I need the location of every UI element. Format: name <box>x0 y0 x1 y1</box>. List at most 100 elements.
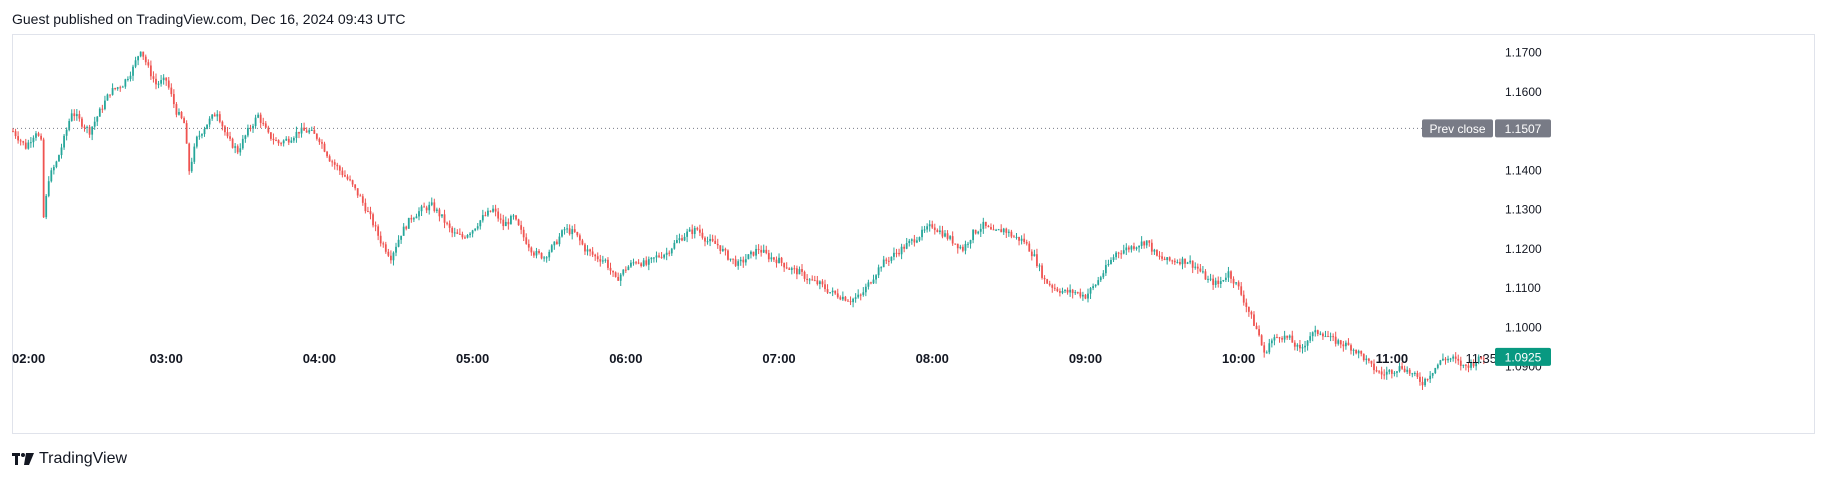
candle <box>354 184 357 191</box>
candle <box>778 253 780 264</box>
candle <box>213 112 216 117</box>
candle <box>78 110 81 122</box>
candle <box>1444 357 1447 365</box>
candle <box>1117 251 1120 259</box>
candle <box>849 296 852 306</box>
candle <box>803 270 806 282</box>
candle <box>369 206 372 220</box>
candle <box>1426 378 1429 382</box>
candle <box>127 76 129 82</box>
candle <box>946 230 949 241</box>
x-tick-label: 06:00 <box>609 351 642 366</box>
candle <box>1390 369 1393 379</box>
candle <box>630 260 632 268</box>
candle <box>1107 259 1110 267</box>
candle <box>1161 252 1163 262</box>
candle <box>104 95 106 111</box>
candle <box>420 204 423 217</box>
candle <box>1360 350 1363 357</box>
candle <box>1459 356 1462 371</box>
candle <box>400 235 403 244</box>
candle <box>458 228 461 235</box>
candle <box>1064 289 1066 293</box>
candle <box>487 207 489 217</box>
candle <box>589 248 591 257</box>
candle <box>895 248 898 258</box>
candle <box>1219 276 1222 288</box>
candle <box>119 85 122 92</box>
candle <box>839 295 842 301</box>
candle <box>165 77 168 86</box>
candle <box>469 232 471 238</box>
candle <box>913 234 916 247</box>
candle <box>1007 229 1010 237</box>
candle <box>796 265 798 280</box>
candle <box>333 159 336 170</box>
candle <box>665 247 668 261</box>
candle <box>1311 331 1314 342</box>
candle <box>1283 330 1286 343</box>
candle <box>1462 364 1465 369</box>
candle <box>691 224 694 239</box>
tradingview-footer[interactable]: TradingView <box>12 450 127 468</box>
candle <box>594 253 597 261</box>
candle <box>58 154 60 162</box>
candle <box>384 241 387 254</box>
candle <box>63 134 65 150</box>
candle <box>280 141 283 147</box>
candle <box>668 250 671 257</box>
candle <box>264 121 267 129</box>
candle <box>762 244 765 254</box>
candle <box>193 143 196 164</box>
candle <box>841 291 844 301</box>
candle <box>1041 263 1043 280</box>
candle <box>704 236 706 247</box>
candle <box>1202 266 1204 274</box>
candle <box>98 107 101 117</box>
candle <box>982 217 985 234</box>
candle <box>701 228 704 240</box>
candle <box>249 124 252 132</box>
candle <box>1166 257 1169 265</box>
candle <box>818 280 821 290</box>
candle <box>1059 288 1061 297</box>
candle <box>474 228 477 232</box>
candle <box>344 170 346 178</box>
tradingview-logo-icon <box>12 453 34 465</box>
candle <box>1214 277 1217 288</box>
candle <box>1046 278 1049 284</box>
candle <box>1388 369 1391 375</box>
candle <box>520 220 523 235</box>
candle <box>241 135 244 150</box>
candle <box>45 194 48 220</box>
candle <box>604 258 607 263</box>
candle <box>1396 371 1398 378</box>
candle <box>670 247 673 256</box>
candle <box>512 213 515 220</box>
x-tick-label: 02:00 <box>12 351 45 366</box>
candle <box>522 226 525 242</box>
candle <box>939 225 941 235</box>
candle <box>147 59 150 68</box>
candle <box>257 112 260 119</box>
candle <box>1370 360 1373 368</box>
candle <box>568 224 571 236</box>
candle <box>106 93 109 101</box>
candle <box>336 162 339 171</box>
candle <box>1061 287 1064 295</box>
candle <box>1130 245 1133 253</box>
candle <box>954 243 957 245</box>
candle <box>961 244 964 253</box>
candle <box>984 221 987 229</box>
candle <box>737 259 740 270</box>
candle <box>775 256 778 268</box>
candle <box>550 244 553 253</box>
candle <box>1324 330 1327 338</box>
candle <box>1322 332 1324 340</box>
candle <box>765 245 768 255</box>
candle <box>1362 353 1365 362</box>
candle <box>586 245 589 256</box>
candle <box>379 231 382 247</box>
candle <box>1084 293 1087 300</box>
